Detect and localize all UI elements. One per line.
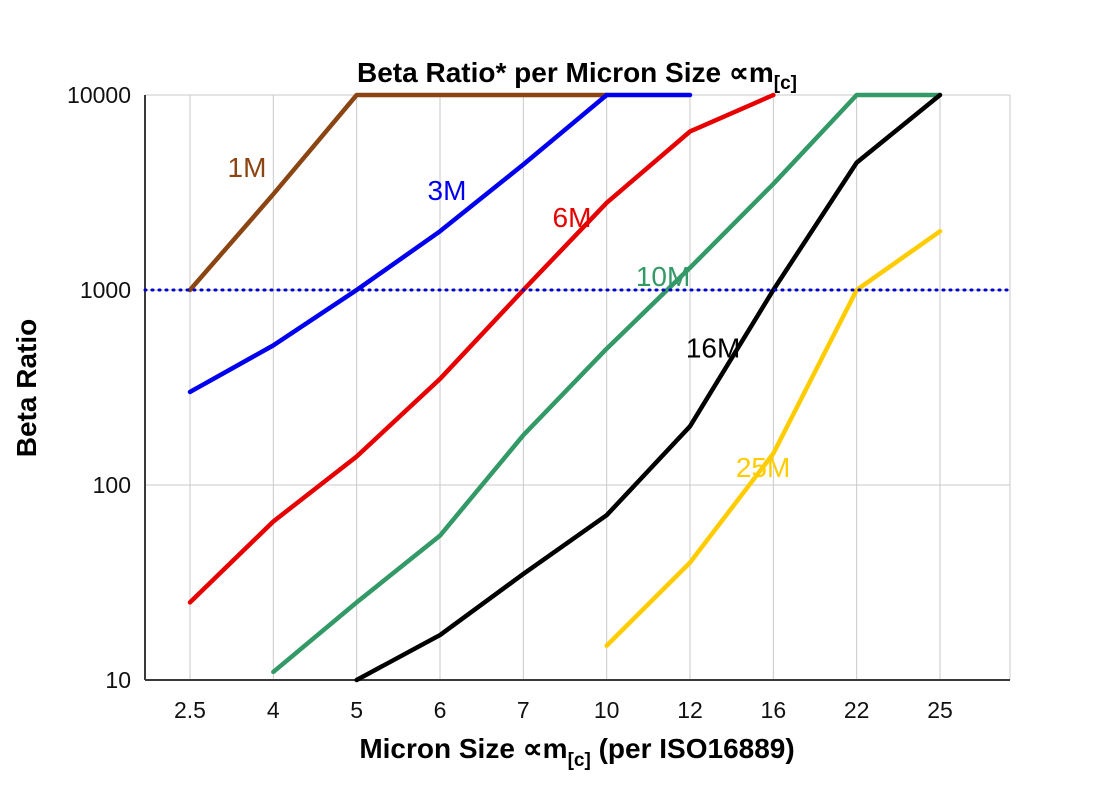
series-label-10M: 10M (636, 261, 690, 292)
x-tick-label: 7 (517, 697, 530, 723)
y-tick-label: 100 (93, 472, 131, 498)
y-axis-title: Beta Ratio (11, 319, 42, 457)
series-label-6M: 6M (553, 202, 592, 233)
x-tick-label: 6 (434, 697, 447, 723)
series-line-16M (354, 92, 943, 683)
x-tick-label: 25 (927, 697, 953, 723)
series-line-3M (187, 92, 693, 395)
x-tick-label: 22 (844, 697, 870, 723)
x-axis-title-subscript: [c] (568, 750, 591, 771)
series-line-1M (187, 92, 609, 293)
x-tick-label: 12 (677, 697, 703, 723)
series-line-25M (604, 229, 943, 648)
x-axis-title-main: Micron Size ∝m (359, 733, 567, 764)
y-tick-label: 10 (105, 667, 131, 693)
chart-title: Beta Ratio* per Micron Size ∝m[c] (357, 57, 797, 94)
series-labels-layer: 1M 3M 6M 10M 16M 25M (228, 152, 791, 483)
x-axis-title: Micron Size ∝m[c] (per ISO16889) (359, 733, 794, 771)
x-tick-label: 5 (350, 697, 363, 723)
series-line-6M (187, 92, 776, 605)
series-line-10M (271, 92, 943, 675)
chart-title-subscript: [c] (774, 73, 797, 94)
x-tick-label: 2.5 (174, 697, 206, 723)
x-axis-title-suffix: (per ISO16889) (591, 733, 795, 764)
gridlines-layer (144, 94, 1011, 681)
series-label-1M: 1M (228, 152, 267, 183)
x-tick-label: 10 (594, 697, 620, 723)
tick-labels-layer: 2.5 4 5 6 7 10 12 16 22 25 10000 1000 100 10 (67, 82, 953, 723)
series-layer (187, 92, 943, 683)
x-tick-label: 4 (267, 697, 280, 723)
x-tick-label: 16 (761, 697, 787, 723)
series-label-25M: 25M (736, 452, 790, 483)
chart-title-main: Beta Ratio* per Micron Size ∝m (357, 57, 774, 88)
series-label-16M: 16M (686, 333, 740, 364)
y-tick-label: 1000 (80, 277, 131, 303)
series-label-3M: 3M (428, 175, 467, 206)
y-tick-label: 10000 (67, 82, 131, 108)
